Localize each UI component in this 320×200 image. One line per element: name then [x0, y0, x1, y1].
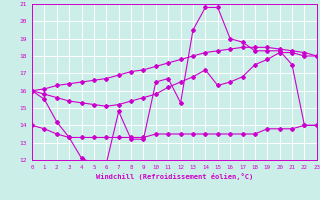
X-axis label: Windchill (Refroidissement éolien,°C): Windchill (Refroidissement éolien,°C): [96, 173, 253, 180]
